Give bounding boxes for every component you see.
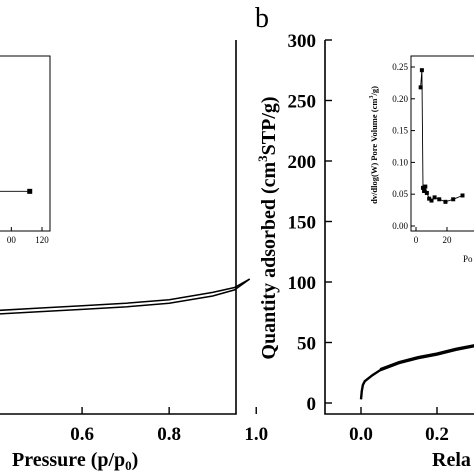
- panel-b-inset-point: [424, 190, 429, 195]
- panel-b-inset-point: [443, 199, 448, 204]
- panel-a: 0.6 0.8 1.0 Pressure (p/p0) 00 120: [0, 40, 268, 473]
- panel-a-x-tick-label: 0.8: [157, 424, 181, 445]
- panel-b-inset-y-axis-title: dv/dlog(W) Pore Volume (cm3/g): [369, 86, 379, 204]
- panel-b-y-tick-label: 200: [288, 152, 317, 173]
- panel-b-y-tick-label: 50: [297, 334, 316, 355]
- panel-b-inset-point: [420, 185, 425, 190]
- panel-b-y-axis-title: Quantity adsorbed (cm3STP/g): [255, 96, 280, 359]
- panel-b-inset-y-tick-label: 0.15: [392, 126, 408, 136]
- panel-b-inset-y-tick-label: 0.00: [392, 221, 408, 231]
- panel-a-x-axis-title: Pressure (p/p0): [12, 449, 138, 473]
- panel-b-x-tick-label: 0.0: [349, 424, 373, 445]
- panel-b-inset-y-tick-label: 0.25: [392, 62, 408, 72]
- panel-b-inset-point: [451, 197, 456, 202]
- panel-b-y-tick-label: 300: [288, 31, 317, 52]
- panel-b-inset-point: [427, 196, 432, 201]
- panel-b-inset-y-tick-label: 0.10: [392, 157, 408, 167]
- panel-a-inset-point: [27, 188, 33, 194]
- panel-b-inset: 0.00 0.05 0.10 0.15 0.20 0.25 0 20 dv/dlog(W) P…: [369, 55, 474, 264]
- panel-a-isotherm-adsorption: [0, 278, 251, 312]
- panel-a-x-tick-label: 0.6: [70, 424, 94, 445]
- panel-b-inset-frame: [410, 55, 474, 232]
- panel-b-y-tick-label: 150: [288, 213, 317, 234]
- panel-b-y-tick-label: 250: [288, 92, 317, 113]
- panel-b-inset-point: [437, 197, 442, 202]
- panel-b-y-tick-label: 100: [288, 273, 317, 294]
- panel-b-inset-x-tick-label: 0: [414, 235, 419, 245]
- panel-b-y-tick-label: 0: [307, 394, 317, 415]
- panel-a-inset-x-tick-label: 120: [35, 235, 49, 245]
- panel-b-x-axis-title: Rela: [432, 449, 471, 471]
- panel-a-inset: 00 120: [0, 55, 51, 245]
- panel-a-isotherm-desorption: [0, 278, 251, 315]
- panel-b-frame: [324, 40, 474, 415]
- panel-b-inset-point: [460, 193, 465, 198]
- panel-b-inset-line: [420, 70, 463, 203]
- panel-b-inset-point: [419, 68, 424, 73]
- panel-b-inset-y-tick-label: 0.05: [392, 189, 408, 199]
- panel-b-inset-point: [418, 85, 423, 90]
- panel-a-inset-frame: [0, 55, 51, 232]
- panel-b-inset-point: [432, 195, 437, 200]
- panel-b-isotherm-desorption: [379, 344, 474, 371]
- panel-a-x-tick-label: 1.0: [244, 424, 268, 445]
- panel-b-isotherm-adsorption: [359, 345, 474, 400]
- panel-b-inset-point: [422, 189, 427, 194]
- panel-b-x-tick-label: 0.2: [425, 424, 449, 445]
- panel-a-inset-x-tick-label: 00: [7, 235, 17, 245]
- panel-b-inset-point: [423, 184, 428, 189]
- panel-b-inset-x-tick-label: 20: [443, 235, 453, 245]
- panel-a-frame: [0, 40, 237, 415]
- panel-b-inset-x-axis-title: Po: [463, 254, 473, 264]
- panel-b-letter: b: [255, 3, 269, 34]
- panel-b-inset-y-tick-label: 0.20: [392, 94, 408, 104]
- panel-b-inset-point: [429, 198, 434, 203]
